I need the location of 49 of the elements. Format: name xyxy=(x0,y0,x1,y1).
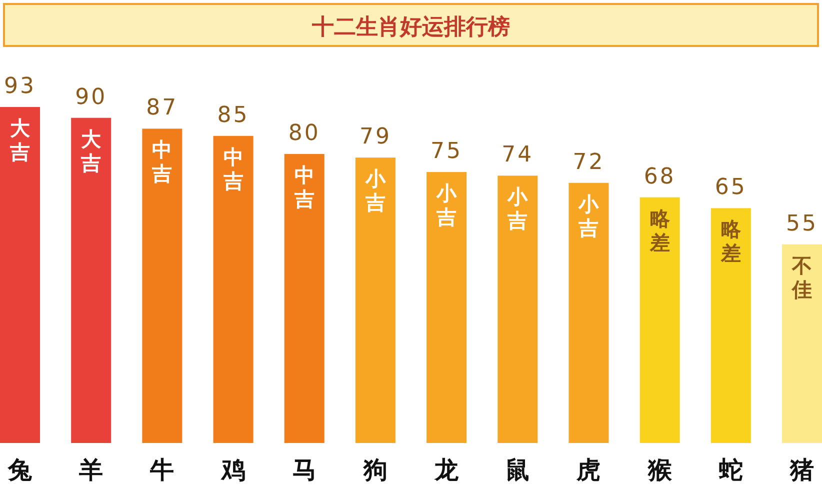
data-label: 72 xyxy=(572,150,605,175)
data-label: 79 xyxy=(359,124,392,150)
chart-title: 十二生肖好运排行榜 xyxy=(311,15,510,40)
annotation: 不佳 xyxy=(791,253,812,302)
x-tick-label: 龙 xyxy=(434,456,460,484)
data-label: 75 xyxy=(430,139,463,164)
data-label: 93 xyxy=(4,74,36,99)
annotation: 小吉 xyxy=(364,166,386,215)
bar xyxy=(71,118,112,443)
annotation: 中吉 xyxy=(222,144,244,193)
bar xyxy=(426,172,467,443)
data-label: 80 xyxy=(288,120,320,146)
x-tick-label: 鸡 xyxy=(220,456,246,484)
bar xyxy=(213,136,254,443)
x-tick-label: 蛇 xyxy=(718,456,743,484)
annotation: 小吉 xyxy=(506,184,529,233)
annotation: 小吉 xyxy=(436,181,458,230)
x-tick-label: 牛 xyxy=(149,456,174,484)
bar xyxy=(142,128,182,443)
annotation: 中吉 xyxy=(151,138,172,186)
annotation: 大吉 xyxy=(80,126,102,175)
bar xyxy=(640,197,680,443)
bar xyxy=(782,244,822,443)
x-tick-label: 马 xyxy=(292,456,316,484)
data-label: 87 xyxy=(146,96,178,121)
x-tick-label: 兔 xyxy=(7,456,33,484)
x-tick-label: 猪 xyxy=(789,456,814,484)
x-tick-label: 鼠 xyxy=(506,456,530,484)
bar xyxy=(355,158,396,443)
x-tick-label: 狗 xyxy=(362,456,388,484)
annotation: 略差 xyxy=(720,217,742,266)
annotation: 小吉 xyxy=(578,192,600,240)
data-label: 90 xyxy=(75,84,108,110)
data-label: 55 xyxy=(786,211,818,236)
x-tick-label: 羊 xyxy=(78,456,104,484)
x-tick-label: 猴 xyxy=(646,456,673,484)
data-label: 85 xyxy=(217,102,250,128)
bar xyxy=(568,182,609,443)
bar xyxy=(710,208,751,443)
bar xyxy=(498,176,538,443)
bar xyxy=(284,154,324,443)
data-label: 74 xyxy=(502,142,534,168)
annotation: 中吉 xyxy=(293,162,314,211)
annotation: 略差 xyxy=(648,206,671,254)
bar xyxy=(0,107,40,443)
data-label: 68 xyxy=(644,164,676,190)
data-label: 65 xyxy=(714,175,747,200)
annotation: 大吉 xyxy=(9,116,31,164)
x-tick-label: 虎 xyxy=(576,456,601,484)
